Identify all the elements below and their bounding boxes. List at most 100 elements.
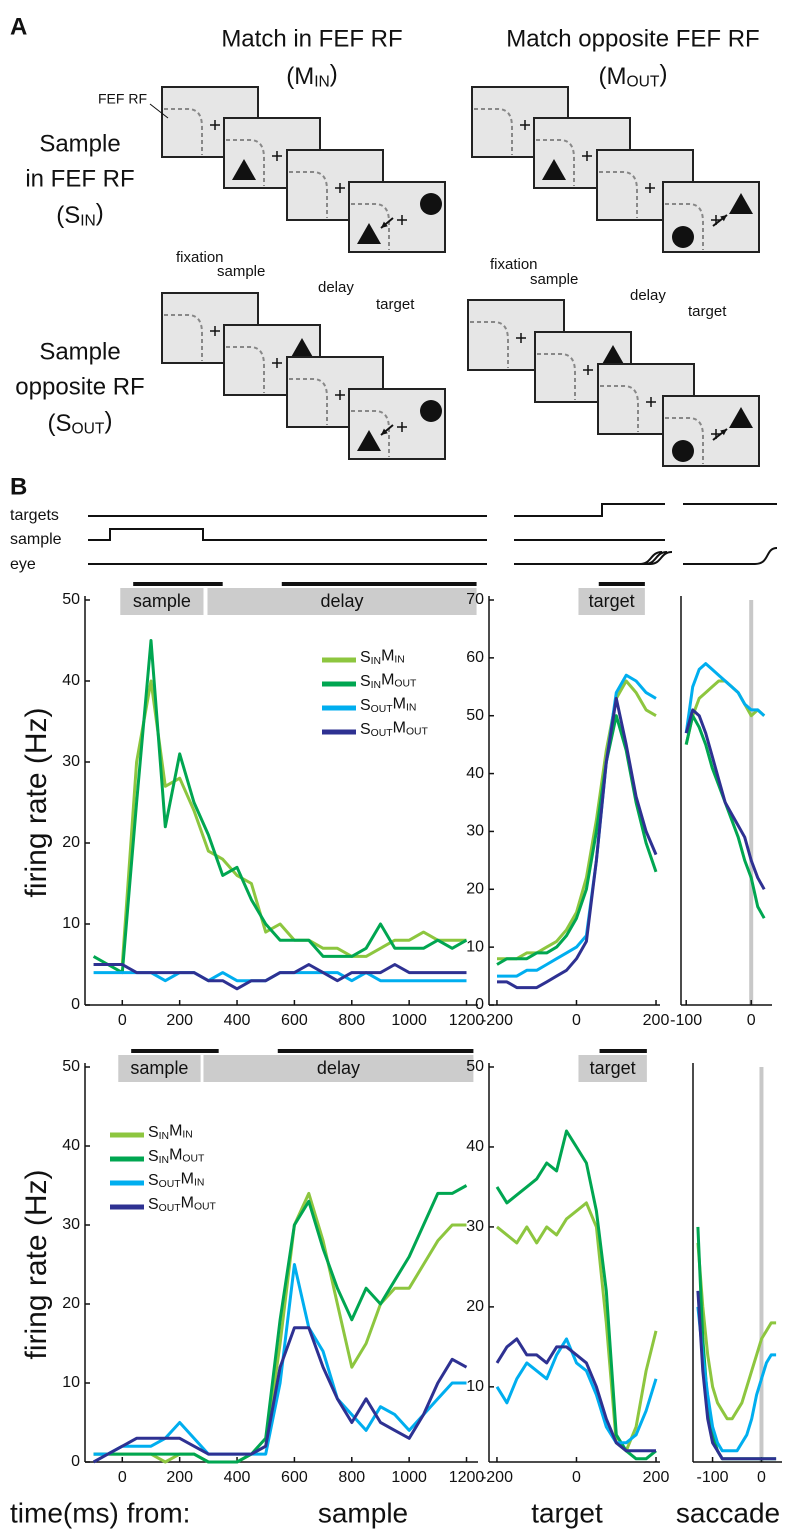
column-title: Match opposite FEF RF: [506, 25, 759, 52]
x-tick-label: -100: [697, 1469, 729, 1486]
x-tick-label: 0: [118, 1012, 127, 1029]
y-tick-label: 50: [62, 1058, 80, 1075]
triangle: [357, 430, 381, 451]
y-tick-label: 20: [466, 881, 484, 898]
epoch-label: delay: [317, 1058, 360, 1078]
legend-label: SOUTMOUT: [360, 720, 429, 739]
y-axis-label: firing rate (Hz): [20, 1169, 53, 1359]
legend-label: SINMIN: [148, 1123, 193, 1142]
rf-leader: [149, 103, 169, 119]
y-tick-label: 70: [466, 591, 484, 608]
screens: [161, 86, 760, 467]
y-tick-label: 10: [466, 938, 484, 955]
rf-outline: [600, 385, 639, 432]
rf-outline: [164, 108, 203, 155]
trace-label: eye: [10, 556, 36, 573]
y-tick-label: 0: [475, 996, 484, 1013]
rf-outline: [289, 378, 328, 425]
epoch-box: [203, 1055, 474, 1082]
fixation-cross: [520, 120, 530, 130]
panel-label: B: [10, 473, 27, 500]
epoch-label: fixation: [176, 249, 224, 266]
epoch-label: target: [376, 296, 415, 313]
trace-label: targets: [10, 507, 59, 524]
rf-outline: [226, 346, 265, 393]
y-tick-label: 10: [62, 1374, 80, 1391]
epoch-label: delay: [321, 591, 364, 611]
sample-trace: [88, 528, 665, 541]
epoch-label: delay: [318, 279, 354, 296]
row-abbr: (SIN): [56, 200, 104, 230]
y-tick-label: 50: [466, 1058, 484, 1075]
rf-outline: [226, 139, 265, 186]
y-tick-label: 10: [466, 1378, 484, 1395]
y-tick-label: 30: [466, 823, 484, 840]
legend-label: SOUTMIN: [360, 696, 416, 715]
y-tick-label: 40: [62, 672, 80, 689]
arrow-head: [381, 428, 388, 435]
series-line: [696, 1306, 777, 1453]
series-line: [495, 1129, 657, 1461]
rf-outline: [537, 353, 576, 400]
epoch-label: sample: [130, 1058, 188, 1078]
fixation-cross: [397, 422, 407, 432]
rf-outline: [289, 171, 328, 218]
series-line: [93, 963, 467, 991]
x-tick-label: 400: [224, 1469, 251, 1486]
x-tick-label: 0: [572, 1469, 581, 1486]
trace-label: sample: [10, 531, 62, 548]
epoch-label: sample: [133, 591, 191, 611]
fixation-cross: [645, 183, 655, 193]
x-tick-label: -200: [481, 1012, 513, 1029]
screen: [348, 181, 446, 253]
fixation-cross: [272, 358, 282, 368]
x-tick-label: 800: [338, 1469, 365, 1486]
rf-label: FEF RF: [98, 91, 147, 107]
screen: [348, 388, 446, 460]
y-tick-label: 20: [62, 834, 80, 851]
y-tick-label: 50: [466, 707, 484, 724]
x-tick-label: 600: [281, 1012, 308, 1029]
circle: [672, 226, 694, 248]
rf-outline: [665, 203, 704, 250]
chart: -100 0 saccade: [676, 1063, 782, 1528]
triangle: [729, 407, 753, 428]
y-tick-label: 50: [62, 591, 80, 608]
x-axis-label: sample: [318, 1497, 408, 1528]
fixation-cross: [272, 151, 282, 161]
epoch-box: [578, 588, 645, 615]
series-line: [495, 1337, 656, 1453]
x-tick-label: 200: [166, 1012, 193, 1029]
x-tick-label: 1000: [391, 1469, 427, 1486]
epoch-label: delay: [630, 287, 666, 304]
y-tick-label: 40: [466, 765, 484, 782]
column-abbr: (MOUT): [599, 61, 668, 91]
arrow-head: [720, 215, 727, 222]
epoch-label: sample: [530, 271, 578, 288]
x-tick-label: 400: [224, 1012, 251, 1029]
series-line: [495, 1337, 658, 1445]
rf-outline: [474, 108, 513, 155]
legend-label: SOUTMOUT: [148, 1195, 217, 1214]
eye-trace: [88, 547, 778, 565]
y-axis-label: firing rate (Hz): [20, 707, 53, 897]
x-tick-label: 1200: [449, 1012, 485, 1029]
series-line: [696, 1242, 777, 1421]
fixation-cross: [397, 215, 407, 225]
circle: [672, 440, 694, 462]
legend-label: SOUTMIN: [148, 1171, 204, 1190]
x-tick-label: 1000: [391, 1012, 427, 1029]
triangle: [290, 338, 314, 359]
y-tick-label: 40: [62, 1137, 80, 1154]
row-title: in FEF RF: [25, 165, 134, 192]
y-tick-label: 0: [71, 996, 80, 1013]
fixation-cross: [516, 333, 526, 343]
y-tick-label: 40: [466, 1138, 484, 1155]
series-line: [684, 708, 766, 891]
epoch-box: [120, 588, 204, 615]
x-axis-label: target: [531, 1497, 603, 1528]
x-tick-label: 0: [118, 1469, 127, 1486]
